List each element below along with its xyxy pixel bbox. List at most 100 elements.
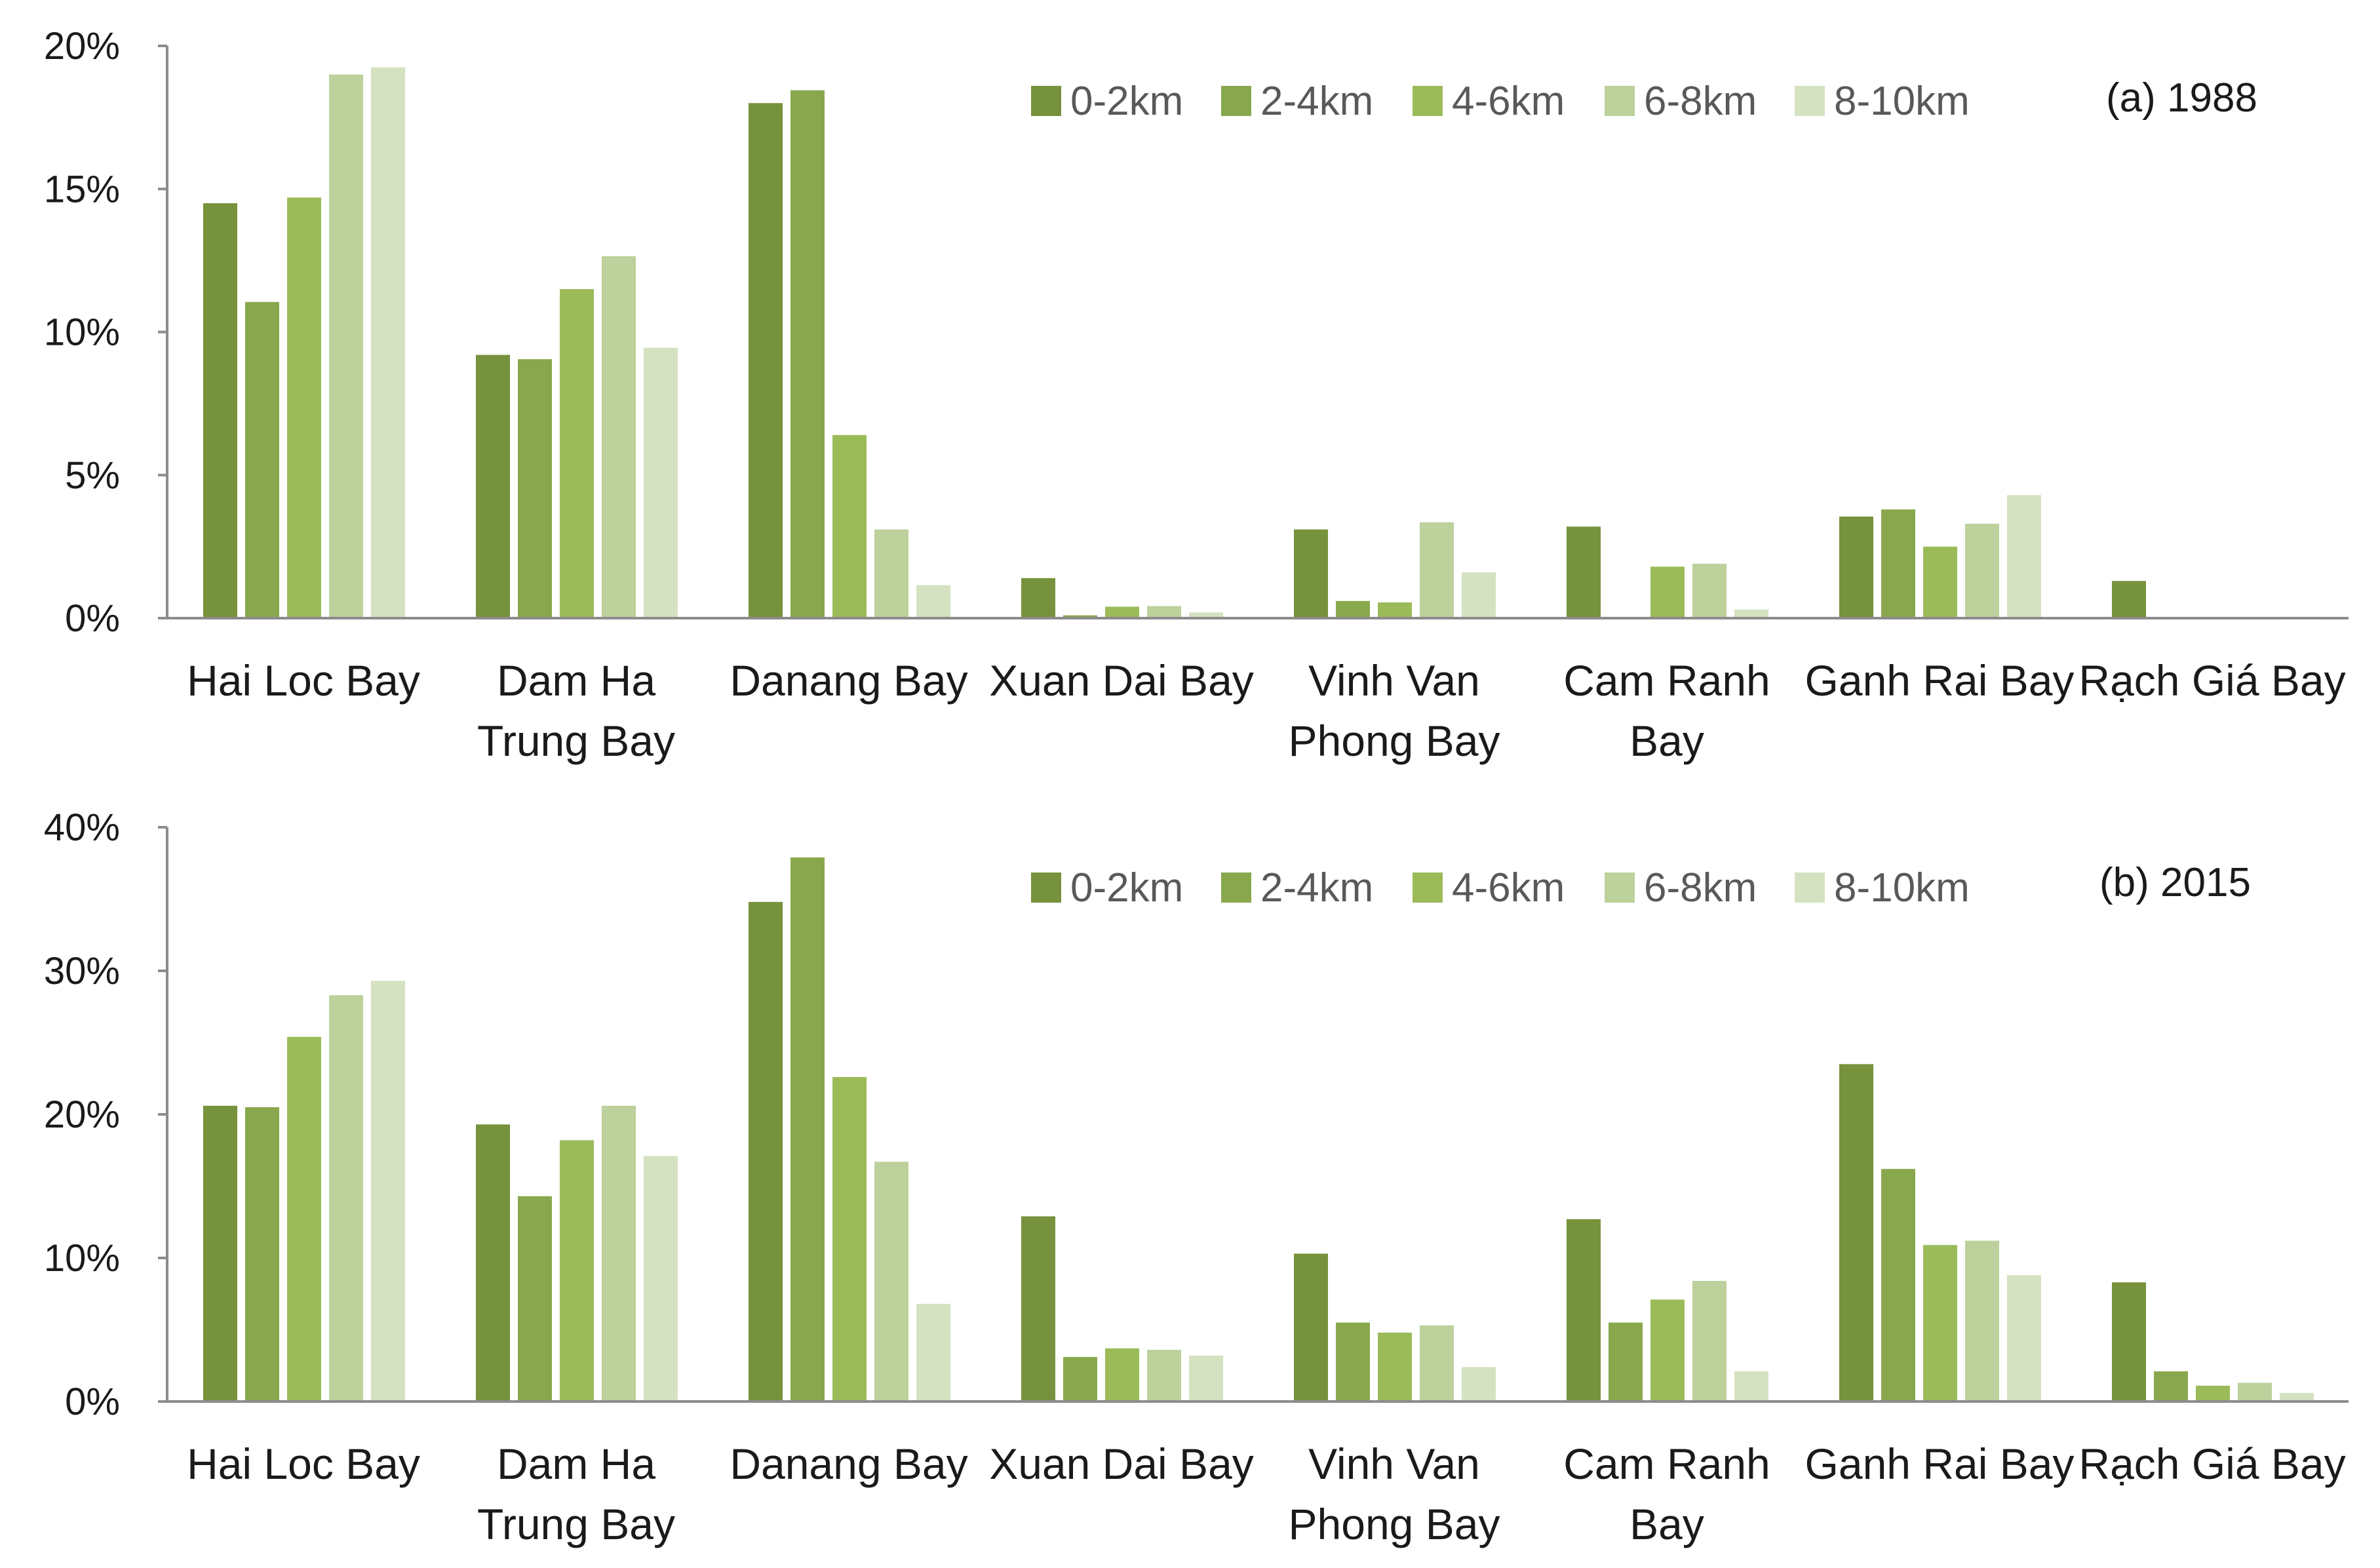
- bar-0-2km-3: [1021, 578, 1055, 618]
- bar-0-2km-3: [1021, 1216, 1055, 1401]
- bar-0-2km-2: [749, 103, 783, 619]
- bar-2-4km-0: [245, 302, 279, 618]
- legend-swatch-0-2km: [1031, 86, 1061, 116]
- bar-0-2km-5: [1567, 1219, 1601, 1401]
- bar-6-8km-2: [874, 529, 908, 618]
- bar-8-10km-1: [644, 1156, 678, 1401]
- y-tick-label: 10%: [44, 311, 120, 354]
- category-label: Vinh Van Phong Bay: [1289, 656, 1500, 765]
- bar-8-10km-5: [1734, 1371, 1768, 1401]
- bar-4-6km-5: [1650, 1299, 1685, 1401]
- bar-8-10km-4: [1462, 572, 1496, 618]
- bar-4-6km-6: [1923, 546, 1957, 618]
- bar-2-4km-0: [245, 1107, 279, 1401]
- bar-4-6km-2: [832, 1077, 867, 1401]
- bar-8-10km-0: [371, 67, 405, 619]
- bar-0-2km-4: [1294, 1253, 1328, 1401]
- bar-4-6km-2: [832, 435, 867, 618]
- legend-label-2-4km: 2-4km: [1260, 865, 1373, 911]
- category-label: Xuan Dai Bay: [989, 1440, 1254, 1488]
- bar-6-8km-0: [329, 995, 363, 1401]
- y-tick-label: 20%: [44, 1093, 120, 1136]
- bar-4-6km-0: [287, 197, 321, 619]
- category-label: Cam Ranh Bay: [1563, 656, 1770, 765]
- bar-2-4km-6: [1881, 509, 1915, 618]
- y-tick-label: 15%: [44, 168, 120, 210]
- category-label: Cam Ranh Bay: [1563, 1440, 1770, 1548]
- bar-6-8km-0: [329, 74, 363, 618]
- category-label: Danang Bay: [730, 656, 967, 705]
- bar-0-2km-1: [476, 1124, 510, 1401]
- category-label: Dam Ha Trung Bay: [477, 656, 675, 765]
- legend-swatch-4-6km: [1413, 86, 1443, 116]
- legend-swatch-0-2km: [1031, 872, 1061, 903]
- bar-8-10km-3: [1189, 612, 1223, 618]
- bar-8-10km-2: [916, 585, 950, 618]
- y-tick-label: 40%: [44, 806, 120, 849]
- category-label: Vinh Van Phong Bay: [1289, 1440, 1500, 1548]
- chart-panel-2015: 0% 10% 20% 30% 40% Hai Loc Bay Dam Ha Trung Bay…: [44, 806, 2349, 1548]
- bar-6-8km-2: [874, 1162, 908, 1401]
- bar-6-8km-4: [1420, 1325, 1454, 1401]
- panel-annotation: (b) 2015: [2099, 860, 2251, 905]
- bar-0-2km-0: [203, 203, 237, 618]
- category-label: Danang Bay: [730, 1440, 967, 1488]
- bar-8-10km-7: [2280, 1392, 2314, 1401]
- category-label: Ganh Rai Bay: [1805, 1440, 2075, 1488]
- bar-6-8km-7: [2238, 1382, 2272, 1401]
- bar-4-6km-0: [287, 1036, 321, 1401]
- bar-2-4km-6: [1881, 1169, 1915, 1401]
- bar-4-6km-1: [560, 289, 594, 618]
- bar-4-6km-3: [1105, 1348, 1139, 1401]
- bar-8-10km-3: [1189, 1355, 1223, 1401]
- bar-0-2km-6: [1839, 1064, 1873, 1401]
- bar-0-2km-7: [2112, 1282, 2146, 1401]
- bar-0-2km-4: [1294, 529, 1328, 618]
- category-label: Rạch Giá Bay: [2078, 656, 2345, 705]
- y-tick-label: 0%: [65, 1381, 120, 1423]
- bar-8-10km-0: [371, 981, 405, 1401]
- legend-swatch-4-6km: [1413, 872, 1443, 903]
- legend-label-0-2km: 0-2km: [1070, 865, 1183, 911]
- y-tick-label: 0%: [65, 597, 120, 640]
- bar-6-8km-3: [1147, 1350, 1181, 1401]
- category-label: Hai Loc Bay: [187, 656, 420, 705]
- bar-2-4km-7: [2154, 1371, 2188, 1401]
- bar-0-2km-6: [1839, 517, 1873, 618]
- y-tick-label: 30%: [44, 950, 120, 992]
- bar-8-10km-4: [1462, 1367, 1496, 1401]
- legend-label-6-8km: 6-8km: [1644, 865, 1757, 911]
- category-label: Ganh Rai Bay: [1805, 656, 2075, 705]
- bar-8-10km-6: [2007, 1275, 2041, 1401]
- bar-0-2km-1: [476, 355, 510, 618]
- category-label: Hai Loc Bay: [187, 1440, 420, 1488]
- bar-8-10km-6: [2007, 495, 2041, 618]
- legend-label-0-2km: 0-2km: [1070, 79, 1183, 124]
- chart-panel-1988: 0% 5% 10% 15% 20% Hai Loc Bay Dam Ha Trung Bay D…: [44, 25, 2349, 765]
- bar-6-8km-1: [602, 256, 636, 618]
- panel-annotation: (a) 1988: [2106, 75, 2257, 121]
- bar-8-10km-5: [1734, 609, 1768, 618]
- bar-2-4km-2: [790, 90, 825, 619]
- bar-6-8km-3: [1147, 606, 1181, 618]
- bar-6-8km-6: [1965, 1240, 1999, 1401]
- bar-4-6km-7: [2196, 1385, 2230, 1401]
- bar-0-2km-2: [749, 901, 783, 1401]
- y-tick-label: 5%: [65, 454, 120, 497]
- y-tick-label: 20%: [44, 25, 120, 68]
- bar-2-4km-3: [1063, 1357, 1097, 1401]
- category-label: Rạch Giá Bay: [2078, 1440, 2345, 1488]
- bar-4-6km-3: [1105, 606, 1139, 618]
- bar-4-6km-4: [1378, 1332, 1412, 1401]
- bar-8-10km-1: [644, 347, 678, 618]
- bar-4-6km-4: [1378, 602, 1412, 618]
- bar-4-6km-6: [1923, 1245, 1957, 1401]
- bar-4-6km-1: [560, 1140, 594, 1401]
- bar-6-8km-6: [1965, 523, 1999, 618]
- category-label: Dam Ha Trung Bay: [477, 1440, 675, 1548]
- legend-label-8-10km: 8-10km: [1834, 865, 1970, 911]
- bar-0-2km-5: [1567, 526, 1601, 618]
- legend-label-8-10km: 8-10km: [1834, 79, 1970, 124]
